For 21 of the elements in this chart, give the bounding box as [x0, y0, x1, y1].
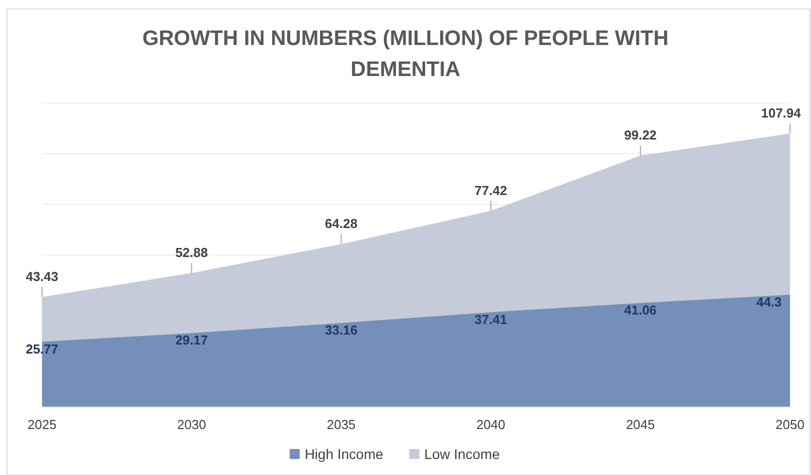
- legend-label: Low Income: [424, 446, 500, 462]
- data-label: 43.43: [26, 268, 58, 284]
- x-tick-label: 2050: [776, 417, 804, 432]
- data-label: 37.41: [474, 312, 508, 327]
- data-label: 41.06: [624, 302, 657, 318]
- x-tick-label: 2030: [177, 417, 206, 432]
- x-tick-label: 2045: [626, 417, 655, 432]
- data-label: 64.28: [324, 216, 358, 232]
- data-label: 107.94: [761, 106, 802, 121]
- x-tick-label: 2040: [476, 417, 506, 432]
- x-tick-label: 2025: [28, 417, 56, 432]
- data-label: 77.42: [474, 182, 508, 198]
- data-label: 99.22: [624, 128, 657, 143]
- data-label: 25.77: [26, 341, 58, 356]
- x-tick-label: 2035: [326, 417, 356, 432]
- data-label: 52.88: [175, 245, 208, 260]
- data-label: 29.17: [175, 332, 208, 348]
- data-label: 33.16: [324, 322, 358, 338]
- data-label: 44.3: [756, 294, 782, 310]
- chart-title: GROWTH IN NUMBERS (MILLION) OF PEOPLE WITH DEMENTIA: [142, 27, 669, 81]
- legend-label: High Income: [304, 446, 384, 462]
